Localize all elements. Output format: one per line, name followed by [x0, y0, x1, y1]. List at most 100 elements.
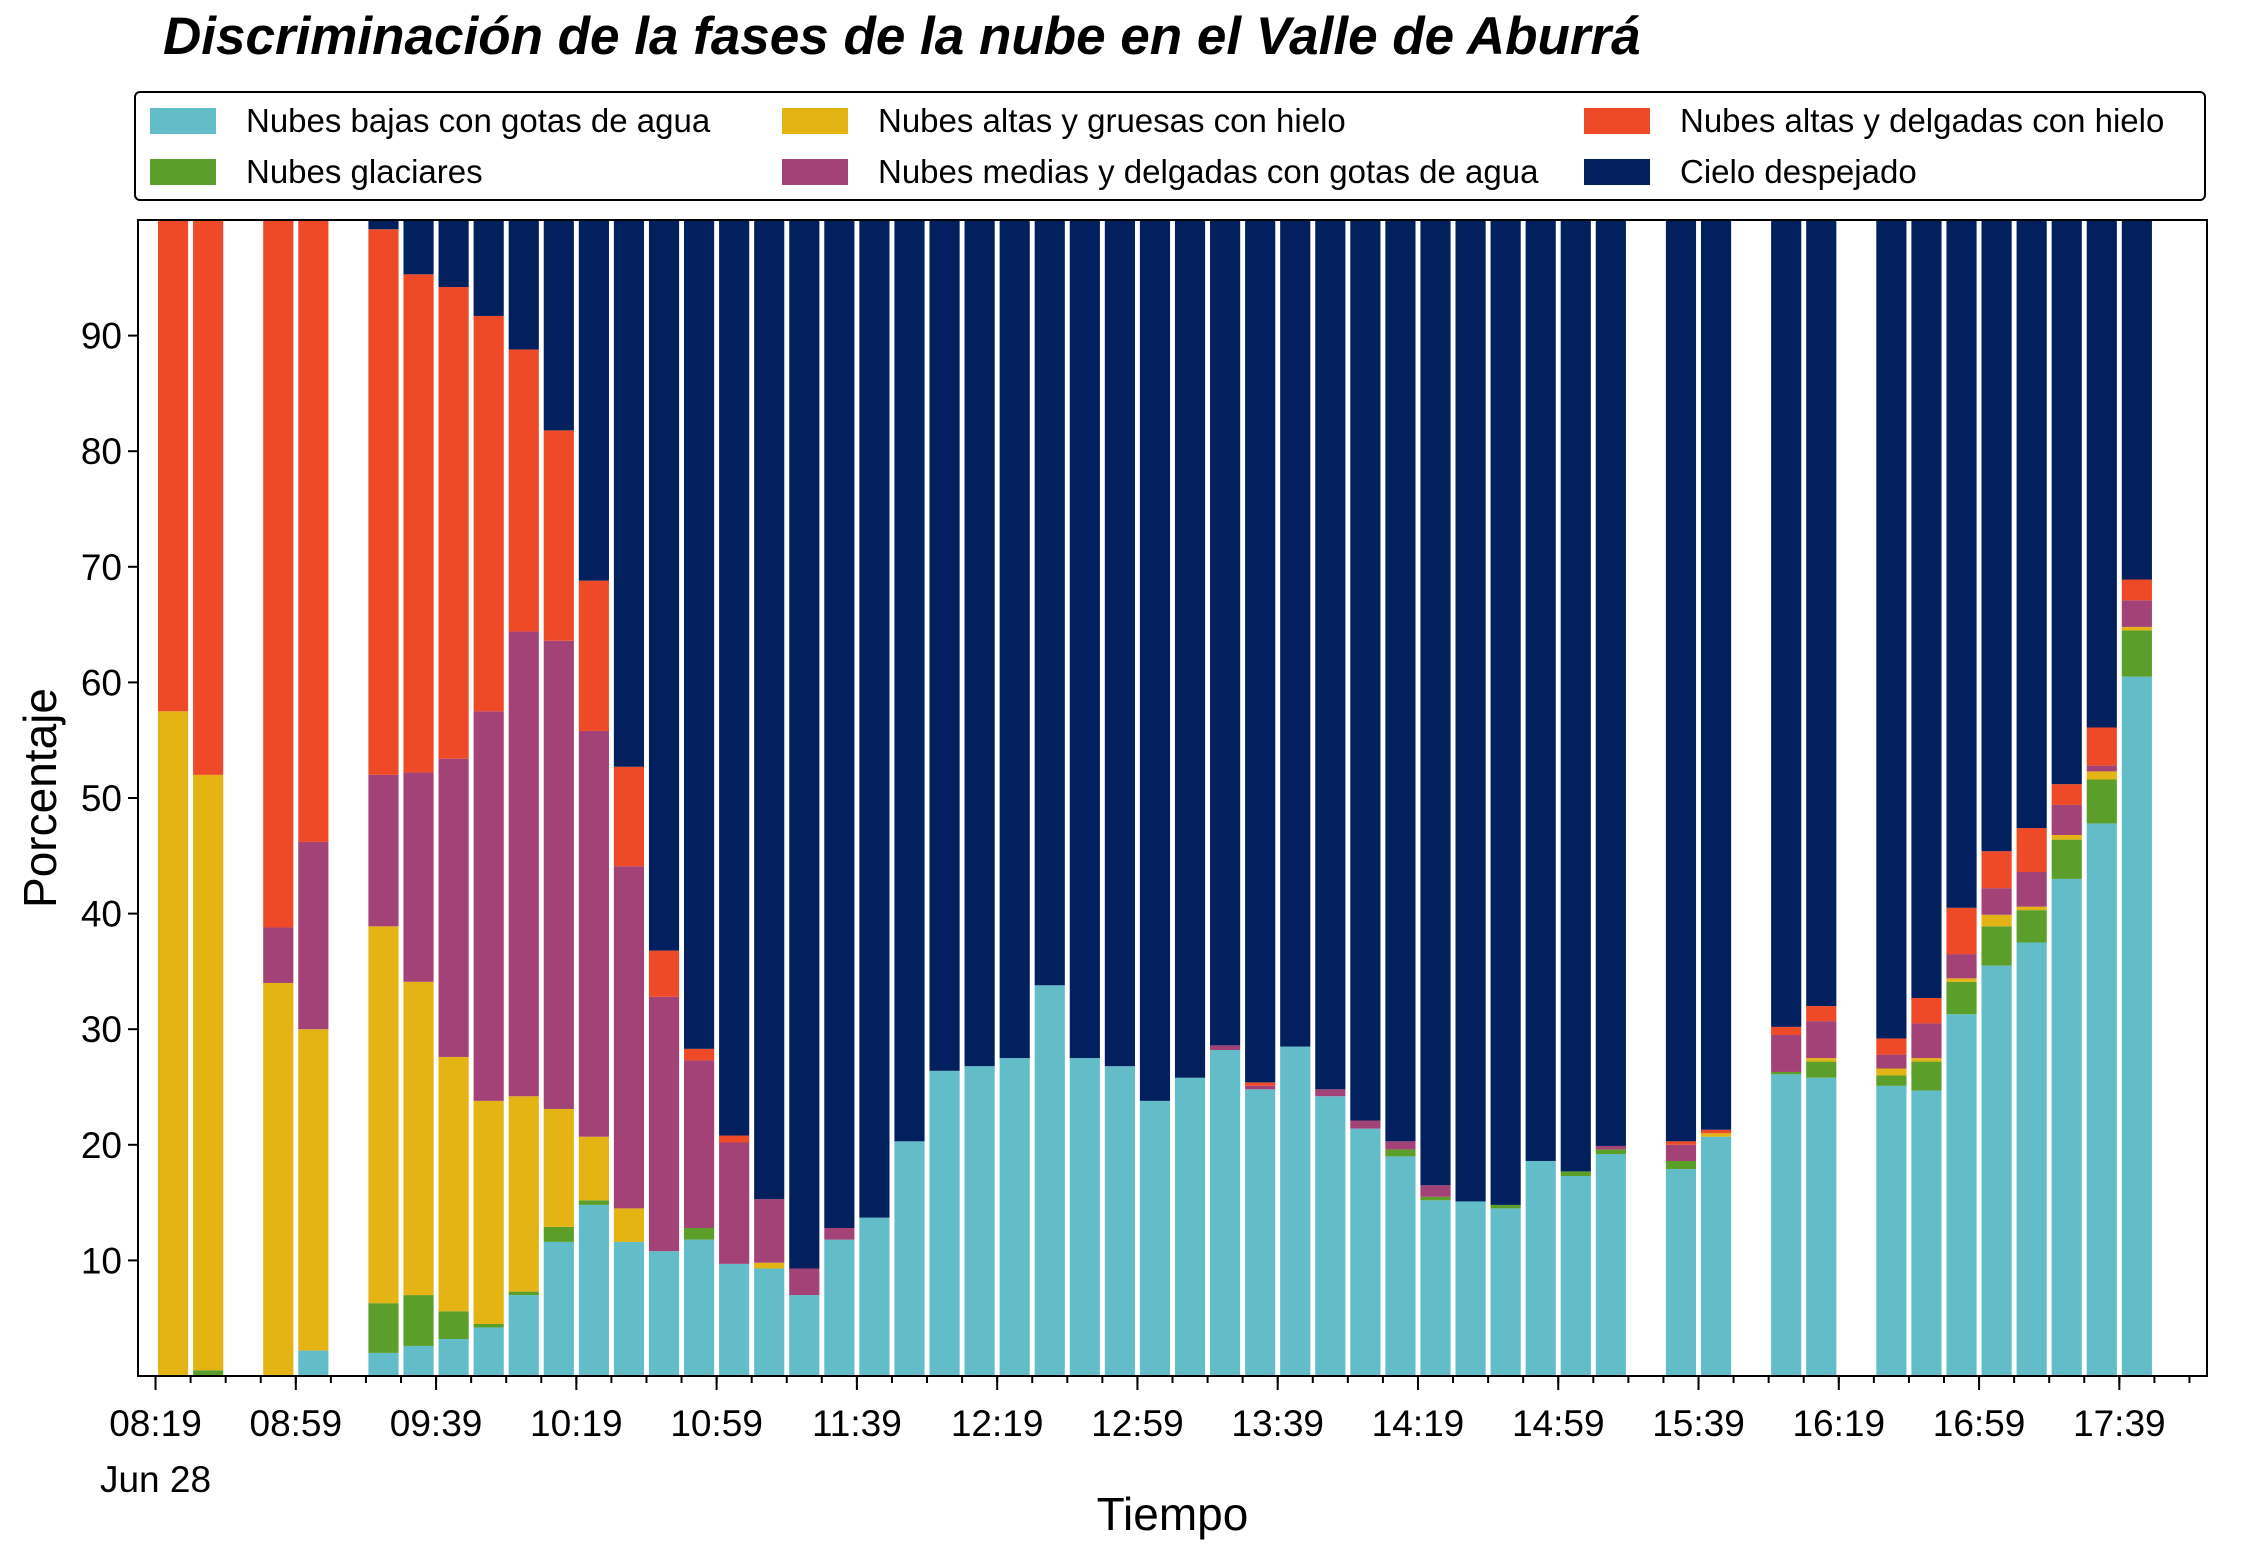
bar-segment-nubes-glaciares — [684, 1228, 715, 1240]
bar-segment-cielo-despejado — [1245, 220, 1276, 1083]
y-tick-label: 60 — [81, 662, 122, 703]
bar-segment-nubes-altas-y-delgadas-con-hielo — [1806, 1006, 1837, 1022]
legend-swatch — [150, 108, 216, 134]
bar-segment-cielo-despejado — [1104, 220, 1135, 1067]
bar-segment-nubes-medias-y-delgadas-con-gotas-de-agua — [1876, 1054, 1907, 1069]
bar-segment-nubes-medias-y-delgadas-con-gotas-de-agua — [719, 1142, 750, 1264]
bar-segment-nubes-glaciares — [1665, 1160, 1697, 1170]
bar-segment-nubes-glaciares — [1806, 1061, 1837, 1078]
bar-segment-nubes-altas-y-delgadas-con-hielo — [473, 315, 504, 712]
bar-segment-nubes-altas-y-delgadas-con-hielo — [2016, 828, 2047, 872]
bar-segment-cielo-despejado — [1911, 220, 1942, 998]
bar-segment-nubes-bajas-con-gotas-de-agua — [578, 1204, 609, 1376]
x-tick-label: 10:19 — [530, 1403, 623, 1444]
bar-segment-nubes-bajas-con-gotas-de-agua — [1350, 1128, 1381, 1376]
bar-segment-nubes-bajas-con-gotas-de-agua — [824, 1239, 855, 1376]
bar-segment-cielo-despejado — [1700, 220, 1732, 1130]
bars-layer — [157, 220, 2152, 1376]
bar-segment-nubes-altas-y-gruesas-con-hielo — [1876, 1068, 1907, 1076]
bar-segment-nubes-medias-y-delgadas-con-gotas-de-agua — [1315, 1089, 1346, 1097]
y-tick-label: 70 — [81, 547, 122, 588]
bar-segment-cielo-despejado — [999, 220, 1030, 1059]
bar-segment-nubes-altas-y-delgadas-con-hielo — [648, 950, 680, 997]
bar-segment-nubes-medias-y-delgadas-con-gotas-de-agua — [684, 1060, 715, 1229]
bar-segment-nubes-altas-y-delgadas-con-hielo — [298, 220, 329, 842]
bar-segment-nubes-altas-y-delgadas-con-hielo — [1665, 1141, 1697, 1145]
bar-segment-nubes-altas-y-gruesas-con-hielo — [1911, 1058, 1942, 1062]
bar-segment-nubes-glaciares — [403, 1295, 434, 1346]
bar-segment-nubes-altas-y-gruesas-con-hielo — [2121, 626, 2152, 631]
y-tick-label: 90 — [81, 316, 122, 357]
legend-item-nubes-altas-y-gruesas-con-hielo: Nubes altas y gruesas con hielo — [782, 100, 1346, 142]
x-tick-label: 09:39 — [390, 1403, 483, 1444]
bar-segment-cielo-despejado — [438, 220, 469, 288]
bar-segment-nubes-bajas-con-gotas-de-agua — [684, 1239, 715, 1376]
bar-segment-cielo-despejado — [578, 220, 609, 581]
bar-segment-nubes-glaciares — [1385, 1149, 1416, 1157]
bar-segment-nubes-bajas-con-gotas-de-agua — [1174, 1077, 1206, 1376]
bar-segment-nubes-bajas-con-gotas-de-agua — [298, 1350, 329, 1376]
y-tick-label: 40 — [81, 894, 122, 935]
legend-label: Nubes bajas con gotas de agua — [246, 102, 711, 139]
bar-segment-cielo-despejado — [789, 220, 820, 1269]
bar-segment-nubes-bajas-con-gotas-de-agua — [1315, 1096, 1346, 1376]
bar-segment-nubes-medias-y-delgadas-con-gotas-de-agua — [1911, 1023, 1942, 1059]
bar-segment-nubes-glaciares — [1771, 1071, 1802, 1075]
bar-segment-cielo-despejado — [368, 220, 399, 230]
bar-segment-nubes-altas-y-delgadas-con-hielo — [2051, 784, 2082, 805]
bar-segment-nubes-bajas-con-gotas-de-agua — [1911, 1090, 1942, 1376]
bar-segment-nubes-glaciares — [1981, 926, 2012, 966]
bar-segment-nubes-medias-y-delgadas-con-gotas-de-agua — [789, 1268, 820, 1296]
legend-label: Cielo despejado — [1680, 153, 1917, 190]
bar-segment-cielo-despejado — [543, 220, 574, 431]
bar-segment-nubes-altas-y-gruesas-con-hielo — [157, 711, 189, 1376]
bar-segment-cielo-despejado — [1665, 220, 1697, 1142]
legend-label: Nubes medias y delgadas con gotas de agu… — [878, 153, 1539, 190]
bar-segment-cielo-despejado — [473, 220, 504, 316]
bar-segment-cielo-despejado — [1455, 220, 1486, 1202]
x-tick-label: 16:19 — [1792, 1403, 1885, 1444]
bar-segment-cielo-despejado — [403, 220, 434, 275]
bar-segment-cielo-despejado — [508, 220, 539, 350]
bar-segment-nubes-medias-y-delgadas-con-gotas-de-agua — [1806, 1021, 1837, 1059]
bar-segment-nubes-medias-y-delgadas-con-gotas-de-agua — [1771, 1034, 1802, 1072]
bar-segment-nubes-altas-y-delgadas-con-hielo — [368, 229, 399, 775]
bar-segment-nubes-glaciares — [1876, 1075, 1907, 1086]
bar-segment-nubes-bajas-con-gotas-de-agua — [1210, 1050, 1241, 1376]
bar-segment-nubes-glaciares — [1595, 1149, 1626, 1155]
bar-segment-nubes-bajas-con-gotas-de-agua — [1981, 965, 2012, 1376]
bar-segment-nubes-altas-y-gruesas-con-hielo — [508, 1096, 539, 1292]
bar-segment-nubes-medias-y-delgadas-con-gotas-de-agua — [263, 927, 294, 983]
bar-segment-nubes-medias-y-delgadas-con-gotas-de-agua — [754, 1199, 785, 1263]
bar-segment-nubes-bajas-con-gotas-de-agua — [1946, 1014, 1977, 1376]
bar-segment-nubes-altas-y-delgadas-con-hielo — [578, 580, 609, 731]
bar-segment-nubes-bajas-con-gotas-de-agua — [1455, 1201, 1486, 1376]
legend-swatch — [1584, 108, 1650, 134]
x-tick-label: 15:39 — [1652, 1403, 1745, 1444]
chart-title: Discriminación de la fases de la nube en… — [163, 7, 1641, 66]
bar-segment-nubes-glaciares — [1911, 1061, 1942, 1091]
x-tick-label: 11:39 — [812, 1403, 902, 1444]
legend-item-nubes-bajas-con-gotas-de-agua: Nubes bajas con gotas de agua — [150, 100, 710, 142]
bar-segment-nubes-altas-y-gruesas-con-hielo — [543, 1108, 574, 1227]
bar-segment-nubes-medias-y-delgadas-con-gotas-de-agua — [1245, 1085, 1276, 1090]
bar-segment-nubes-altas-y-gruesas-con-hielo — [2051, 834, 2082, 840]
x-axis-label: Tiempo — [1097, 1488, 1249, 1540]
bar-segment-cielo-despejado — [1981, 220, 2012, 852]
bar-segment-nubes-altas-y-gruesas-con-hielo — [1981, 914, 2012, 927]
x-tick-label: 12:59 — [1091, 1403, 1184, 1444]
y-tick-label: 10 — [81, 1240, 122, 1281]
bar-segment-nubes-medias-y-delgadas-con-gotas-de-agua — [578, 730, 609, 1137]
bar-segment-nubes-bajas-con-gotas-de-agua — [789, 1295, 820, 1376]
bar-segment-cielo-despejado — [1315, 220, 1346, 1090]
bar-segment-cielo-despejado — [929, 220, 960, 1071]
bar-segment-nubes-bajas-con-gotas-de-agua — [1876, 1085, 1907, 1376]
bar-segment-nubes-medias-y-delgadas-con-gotas-de-agua — [1946, 954, 1977, 979]
bar-segment-nubes-altas-y-delgadas-con-hielo — [2121, 579, 2152, 601]
bar-segment-nubes-bajas-con-gotas-de-agua — [613, 1241, 645, 1376]
bar-segment-nubes-medias-y-delgadas-con-gotas-de-agua — [2086, 765, 2117, 772]
bar-segment-cielo-despejado — [2086, 220, 2117, 728]
x-tick-sublabel: Jun 28 — [100, 1459, 211, 1500]
bar-segment-nubes-altas-y-delgadas-con-hielo — [543, 430, 574, 641]
